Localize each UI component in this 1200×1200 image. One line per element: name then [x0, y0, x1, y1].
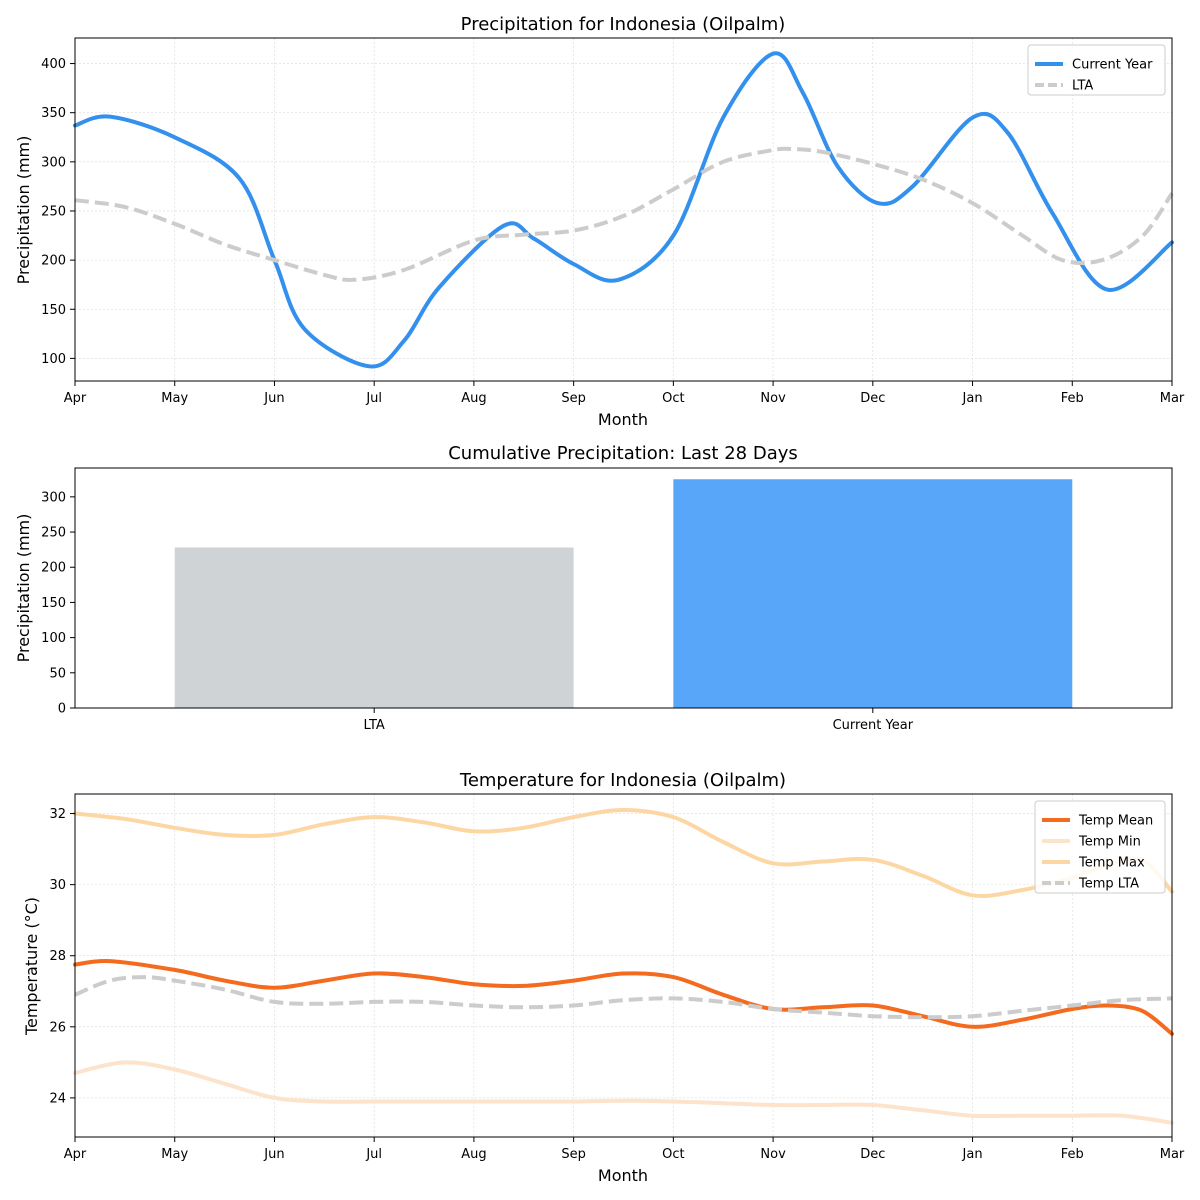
x-axis-label: Month	[598, 410, 648, 429]
x-tick-label: Feb	[1061, 391, 1084, 406]
y-tick-label: 150	[41, 596, 66, 611]
x-tick-label: Mar	[1160, 391, 1185, 406]
series-line	[74, 146, 1174, 282]
x-tick-label: Sep	[561, 1147, 586, 1162]
x-axis-label: Month	[598, 1166, 648, 1185]
x-tick-label: Sep	[561, 391, 586, 406]
x-ticks: Apr May Jun Jul Aug Sep Oct Nov Dec Jan Feb Mar	[64, 381, 1185, 406]
bar	[174, 547, 574, 708]
y-ticks: 0 50 100 150 200 250 300	[41, 490, 75, 717]
y-tick-label: 250	[41, 204, 66, 219]
grid	[74, 38, 1173, 381]
y-tick-label: 300	[41, 490, 66, 505]
x-tick-label: Mar	[1160, 1147, 1185, 1162]
y-tick-label: 350	[41, 106, 66, 121]
y-tick-label: 0	[58, 702, 66, 717]
temperature-line-chart: Temperature for Indonesia (Oilpalm) Mont…	[22, 770, 1185, 1185]
y-axis-label: Temperature (°C)	[22, 897, 41, 1036]
series-line	[73, 808, 1174, 898]
x-tick-label: Jul	[365, 391, 382, 406]
x-tick-label: Current Year	[833, 718, 914, 733]
x-tick-label: Feb	[1061, 1147, 1084, 1162]
y-tick-label: 250	[41, 526, 66, 541]
legend-label: Temp Min	[1078, 835, 1141, 850]
x-tick-label: Jan	[962, 391, 983, 406]
bar	[673, 479, 1073, 708]
legend: Temp Mean Temp Min Temp Max Temp LTA	[1034, 800, 1166, 894]
x-tick-label: Oct	[662, 1147, 684, 1162]
x-tick-label: Aug	[461, 391, 486, 406]
legend-label: Current Year	[1072, 58, 1153, 73]
plot-frame	[74, 467, 1173, 709]
legend: Current Year LTA	[1027, 44, 1166, 96]
plot-frame	[74, 37, 1173, 382]
x-tick-label: Nov	[760, 1147, 786, 1162]
x-tick-label: Jun	[263, 1147, 284, 1162]
x-tick-label: LTA	[364, 718, 385, 733]
legend-label: LTA	[1072, 79, 1093, 94]
y-axis-label: Precipitation (mm)	[14, 514, 33, 663]
x-tick-label: Aug	[461, 1147, 486, 1162]
series-line	[73, 958, 1174, 1036]
x-tick-label: Dec	[860, 391, 885, 406]
x-tick-label: May	[161, 391, 188, 406]
y-tick-label: 28	[49, 949, 66, 964]
legend-label: Temp Mean	[1078, 814, 1153, 829]
y-tick-label: 24	[49, 1091, 66, 1106]
x-tick-label: Jun	[263, 391, 284, 406]
x-tick-label: Dec	[860, 1147, 885, 1162]
y-ticks: 100 150 200 250 300 350 400	[41, 57, 75, 367]
x-tick-label: Jan	[962, 1147, 983, 1162]
y-axis-label: Precipitation (mm)	[14, 136, 33, 285]
y-tick-label: 400	[41, 57, 66, 72]
chart-title: Precipitation for Indonesia (Oilpalm)	[461, 14, 786, 35]
precipitation-line-chart: Precipitation for Indonesia (Oilpalm) Mo…	[14, 14, 1185, 429]
x-tick-label: Apr	[64, 391, 87, 406]
legend-box	[1034, 800, 1166, 894]
x-tick-label: Jul	[365, 1147, 382, 1162]
y-tick-label: 300	[41, 155, 66, 170]
y-tick-label: 200	[41, 561, 66, 576]
chart-title: Temperature for Indonesia (Oilpalm)	[459, 770, 786, 791]
plot-frame	[74, 793, 1173, 1138]
x-ticks: Apr May Jun Jul Aug Sep Oct Nov Dec Jan Feb Mar	[64, 1137, 1185, 1162]
series-line	[74, 975, 1173, 1020]
series-line	[73, 1060, 1174, 1125]
legend-label: Temp LTA	[1078, 877, 1139, 892]
x-tick-label: Nov	[760, 391, 786, 406]
y-tick-label: 150	[41, 303, 66, 318]
x-tick-label: Apr	[64, 1147, 87, 1162]
y-tick-label: 50	[49, 666, 66, 681]
y-tick-label: 32	[49, 807, 66, 822]
y-tick-label: 100	[41, 631, 66, 646]
y-tick-label: 26	[49, 1020, 66, 1035]
y-tick-label: 200	[41, 254, 66, 269]
legend-box	[1027, 44, 1166, 96]
cumulative-precipitation-bar-chart: Cumulative Precipitation: Last 28 Days P…	[14, 443, 1173, 733]
chart-title: Cumulative Precipitation: Last 28 Days	[448, 443, 798, 464]
x-tick-label: Oct	[662, 391, 684, 406]
x-tick-label: May	[161, 1147, 188, 1162]
series-lines	[73, 808, 1174, 1125]
x-ticks: LTA Current Year	[364, 708, 914, 733]
series-lines	[73, 51, 1174, 369]
y-ticks: 24 26 28 30 32	[49, 807, 75, 1106]
y-tick-label: 100	[41, 352, 66, 367]
y-tick-label: 30	[49, 878, 66, 893]
bars	[174, 479, 1073, 708]
legend-label: Temp Max	[1078, 856, 1145, 871]
